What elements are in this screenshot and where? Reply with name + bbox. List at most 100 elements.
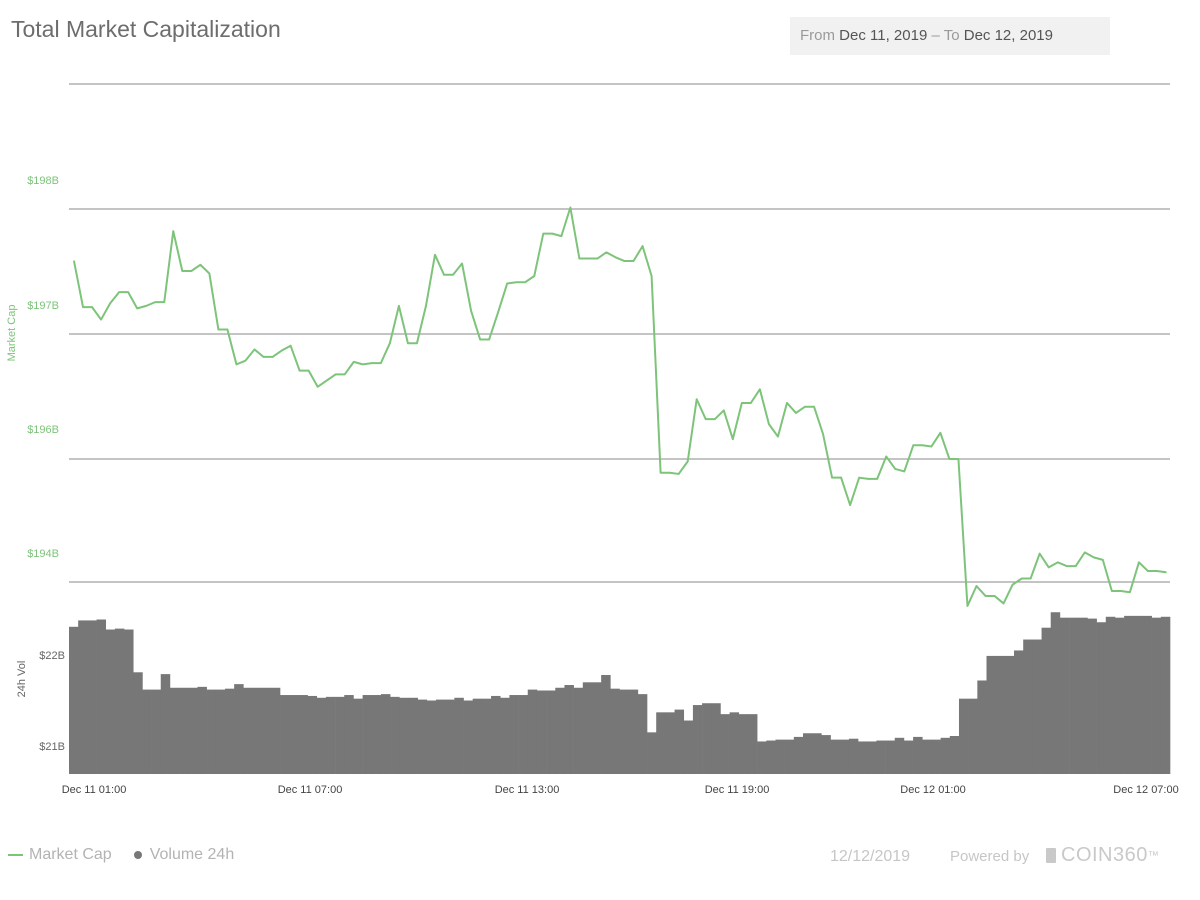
market-cap-point — [795, 412, 797, 414]
legend-volume[interactable]: Volume 24h — [149, 846, 235, 863]
market-cap-point — [1120, 590, 1122, 592]
market-cap-point — [163, 301, 166, 303]
volume-bar — [252, 687, 262, 774]
volume-bar — [436, 699, 446, 774]
market-cap-point — [181, 270, 184, 272]
market-cap-point — [262, 356, 265, 358]
market-cap-point — [389, 342, 391, 345]
volume-bar — [1004, 655, 1015, 774]
market-cap-point — [1056, 561, 1059, 564]
range-to-label: To — [943, 27, 960, 44]
market-cap-point — [759, 388, 761, 391]
volume-bar — [830, 739, 841, 774]
volume-bar — [518, 695, 529, 774]
volume-bar — [1105, 616, 1116, 774]
volume-bar — [784, 739, 795, 774]
range-to-value[interactable]: Dec 12, 2019 — [963, 27, 1053, 44]
market-cap-point — [190, 270, 193, 272]
volume-bar — [417, 699, 428, 774]
brand-name: COIN360 — [1061, 844, 1148, 866]
market-cap-point — [1029, 577, 1032, 580]
volume-bar — [380, 694, 391, 774]
brand-tm: ™ — [1147, 849, 1160, 862]
volume-bar — [105, 629, 116, 774]
x-tick-label: Dec 11 07:00 — [278, 784, 343, 796]
volume-bars — [69, 612, 1171, 774]
volume-bar — [839, 739, 850, 774]
market-cap-point — [695, 398, 698, 401]
legend-market-cap[interactable]: Market Cap — [29, 846, 112, 863]
market-cap-point — [912, 444, 915, 447]
volume-bar — [445, 699, 455, 774]
page-title: Total Market Capitalization — [11, 16, 281, 42]
market-cap-point — [650, 275, 653, 277]
chart-legend: Market Cap Volume 24h — [8, 846, 234, 864]
volume-bar — [894, 737, 905, 774]
volume-bar — [922, 739, 932, 774]
volume-bar — [353, 698, 363, 774]
volume-bar — [1133, 615, 1143, 774]
x-tick-label: Dec 12 01:00 — [900, 784, 965, 796]
volume-bar — [390, 696, 400, 774]
y-tick-label: $22B — [39, 650, 65, 662]
volume-bar — [601, 675, 611, 774]
date-range-selector[interactable]: From Dec 11, 2019 – To Dec 12, 2019 — [790, 17, 1110, 55]
market-cap-point — [984, 595, 987, 597]
market-cap-point — [199, 263, 202, 266]
volume-bar — [1160, 616, 1171, 774]
market-cap-point — [1156, 570, 1158, 572]
market-cap-point — [1129, 591, 1131, 594]
volume-bar — [1041, 627, 1052, 774]
market-cap-point — [461, 262, 463, 265]
volume-bar — [536, 690, 547, 774]
market-cap-point — [145, 305, 147, 307]
volume-bar — [509, 695, 519, 774]
market-cap-point — [407, 342, 409, 345]
market-cap-point — [614, 256, 617, 259]
market-cap-point — [596, 257, 599, 260]
volume-bar — [738, 714, 749, 774]
market-cap-point — [506, 282, 508, 285]
volume-bar — [931, 739, 941, 774]
volume-bar — [628, 689, 639, 774]
range-from-value[interactable]: Dec 11, 2019 — [839, 27, 928, 44]
volume-bar — [848, 738, 859, 774]
volume-bar — [986, 655, 996, 774]
market-cap-point — [804, 405, 806, 408]
market-cap-point — [930, 445, 933, 448]
volume-bar — [564, 685, 574, 774]
volume-bar — [472, 698, 483, 774]
market-cap-point — [452, 273, 454, 276]
market-cap-point — [894, 468, 897, 470]
market-cap-point — [551, 232, 554, 235]
volume-bar — [692, 705, 703, 774]
market-cap-point — [939, 432, 942, 434]
market-cap-point — [1002, 602, 1005, 605]
y-axis-label-market-cap: Market Cap — [6, 305, 18, 362]
volume-bar — [793, 736, 804, 774]
volume-bar — [711, 703, 721, 774]
volume-bar — [188, 687, 198, 774]
market-cap-point — [154, 301, 157, 303]
volume-bar — [124, 629, 134, 774]
market-cap-point — [975, 585, 978, 587]
volume-bar — [720, 714, 730, 774]
x-tick-labels: Dec 11 01:00 Dec 11 07:00 Dec 11 13:00 Dec … — [62, 784, 1179, 796]
volume-bar — [399, 697, 409, 774]
coin360-logo[interactable]: COIN360 ™ — [1046, 844, 1159, 867]
market-cap-point — [416, 342, 418, 345]
market-cap-point — [127, 291, 129, 293]
volume-bar — [114, 628, 125, 774]
volume-bar — [1023, 639, 1033, 774]
y-tick-label: $194B — [27, 548, 59, 560]
volume-bar — [500, 697, 510, 774]
volume-bar — [858, 741, 868, 774]
volume-bar — [133, 672, 143, 774]
market-cap-point — [885, 455, 888, 458]
volume-bar — [913, 736, 923, 774]
market-cap-point — [903, 470, 906, 473]
volume-bar — [656, 712, 666, 774]
volume-bar — [142, 689, 152, 774]
